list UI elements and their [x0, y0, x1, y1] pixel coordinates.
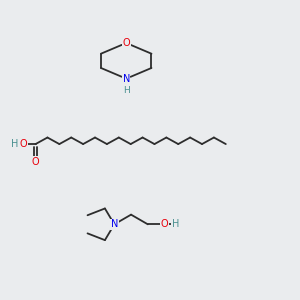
Text: H: H	[172, 219, 179, 229]
Text: O: O	[20, 139, 28, 149]
Text: N: N	[111, 219, 118, 229]
Text: H: H	[11, 139, 19, 149]
Text: O: O	[122, 38, 130, 48]
Text: O: O	[32, 157, 39, 167]
Text: H: H	[123, 86, 130, 95]
Text: O: O	[160, 219, 168, 229]
Text: N: N	[122, 74, 130, 84]
